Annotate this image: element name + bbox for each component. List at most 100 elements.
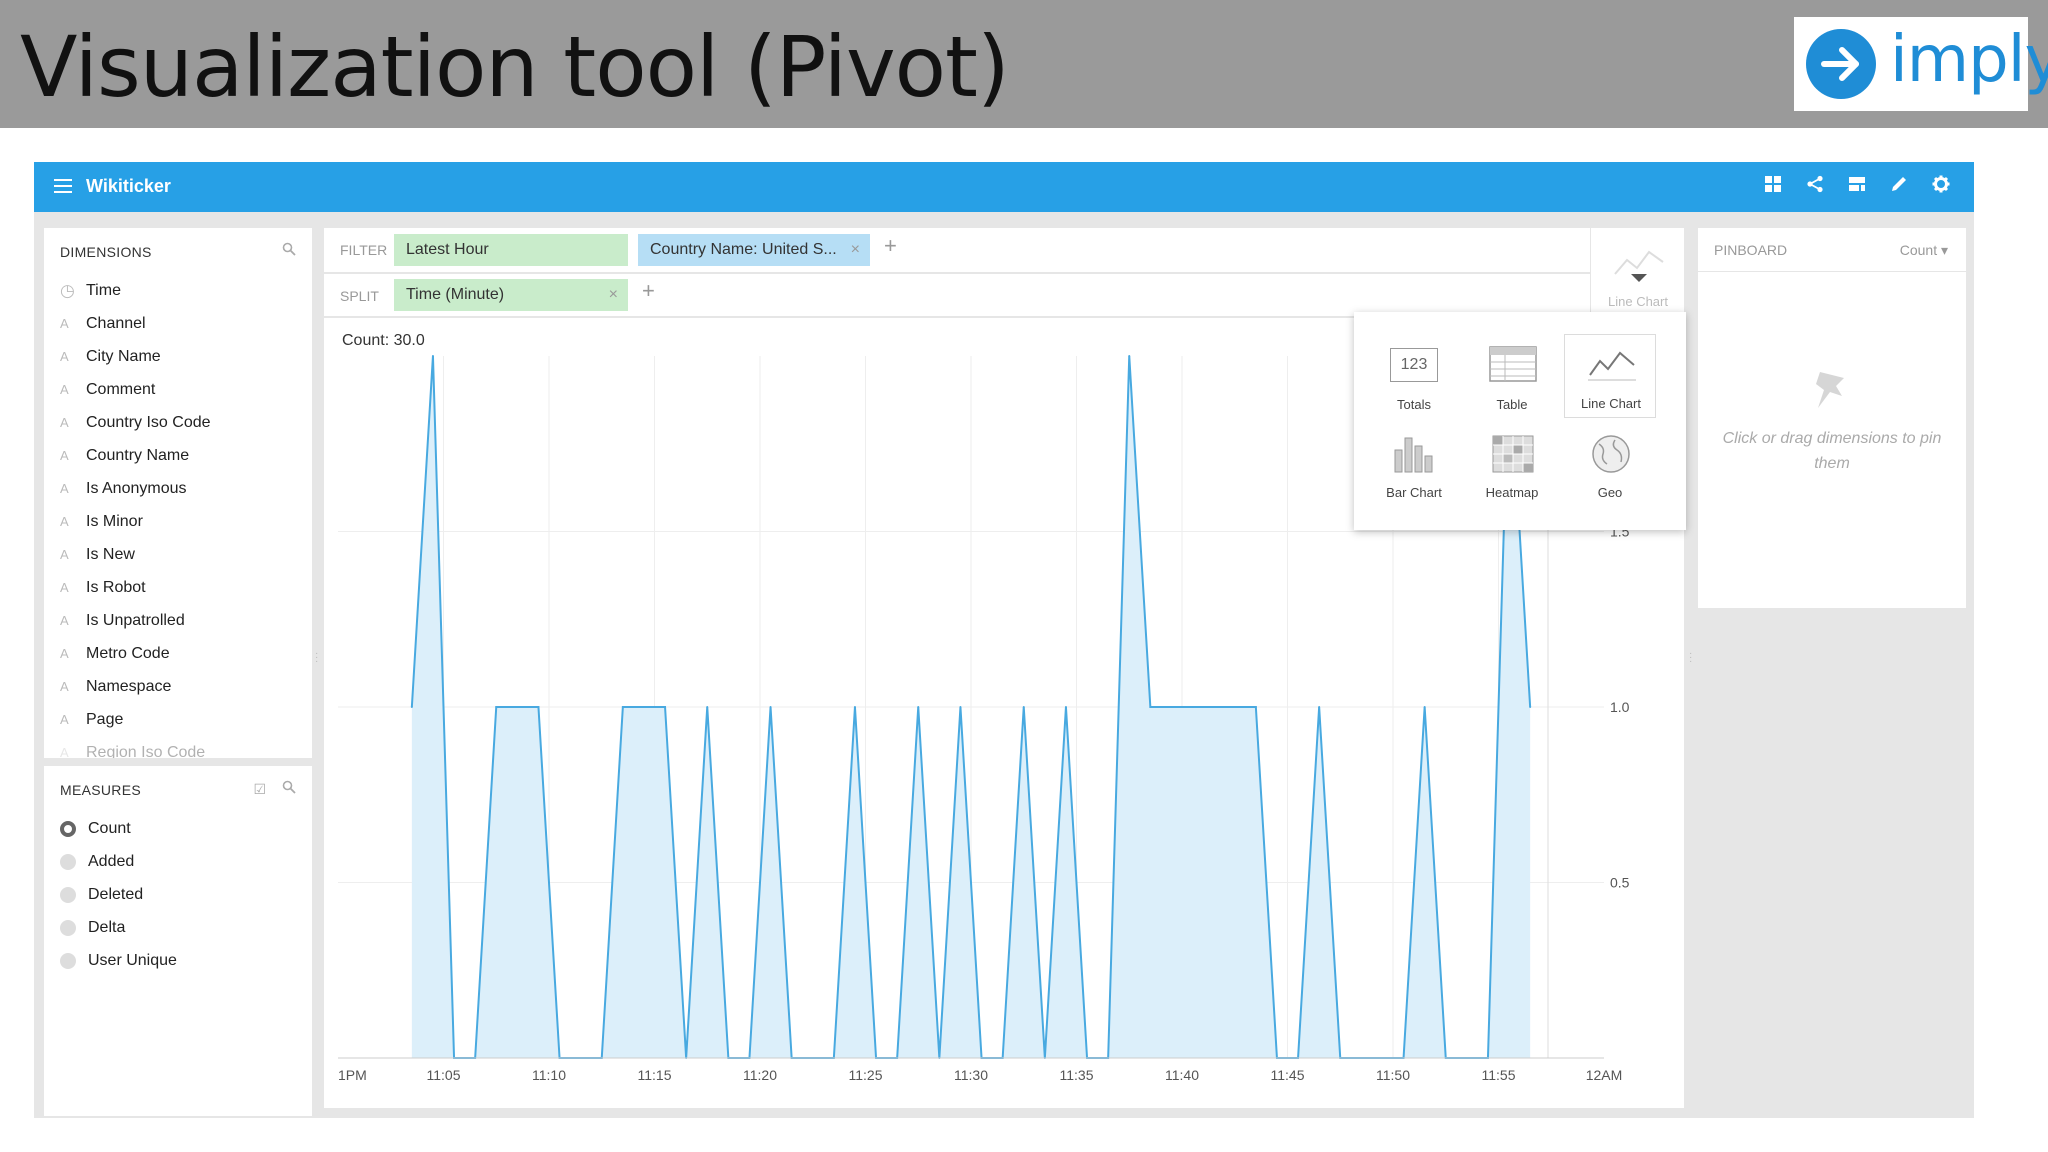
measure-label: Added (88, 852, 135, 870)
string-type-icon: A (60, 679, 69, 694)
slide-header: Visualization tool (Pivot) imply (0, 0, 2048, 128)
data-point (516, 706, 519, 708)
radio-button[interactable] (60, 952, 76, 969)
dimension-item[interactable]: A Channel (60, 307, 211, 340)
data-point (642, 706, 645, 708)
bar-chart-icon (1394, 437, 1433, 473)
data-point (1191, 706, 1194, 708)
clock-icon: ◷ (60, 280, 75, 300)
x-tick-label: 11:15 (638, 1067, 672, 1083)
x-tick-label: 11:40 (1165, 1067, 1199, 1083)
measures-title: MEASURES (60, 782, 141, 798)
radio-button[interactable] (60, 919, 76, 936)
dimension-item[interactable]: A Region Iso Code (60, 736, 211, 759)
pinboard-header: PINBOARD Count ▾ (1698, 228, 1966, 272)
viz-selector[interactable]: Line Chart (1590, 228, 1684, 316)
viz-option-table[interactable]: Table (1466, 334, 1558, 418)
dimension-item[interactable]: A Page (60, 703, 211, 736)
data-point (621, 706, 624, 708)
menu-icon[interactable] (54, 179, 72, 193)
split-pill-time[interactable]: Time (Minute) × (394, 279, 628, 311)
measure-label: User Unique (88, 951, 177, 969)
radio-button[interactable] (60, 886, 76, 903)
grid-icon[interactable] (1762, 175, 1784, 197)
search-icon[interactable] (282, 780, 296, 797)
share-icon[interactable] (1804, 175, 1826, 197)
app-title[interactable]: Wikiticker (86, 176, 171, 196)
totals-icon: 123 (1390, 348, 1438, 382)
dimension-item[interactable]: A Namespace (60, 670, 211, 703)
search-icon[interactable] (282, 242, 296, 259)
topbar-icons (1762, 175, 1952, 197)
viz-option-label: Table (1496, 397, 1528, 412)
viz-option-heatmap[interactable]: Heatmap (1466, 422, 1558, 506)
close-icon[interactable]: × (608, 286, 618, 303)
add-filter-icon[interactable]: + (884, 233, 897, 258)
dimension-item[interactable]: A Comment (60, 373, 211, 406)
dimension-item[interactable]: A Country Iso Code (60, 406, 211, 439)
dimensions-panel: DIMENSIONS ◷ Time A Channel A City Name A Comme… (44, 228, 312, 758)
right-resize-handle[interactable]: · · · (1689, 648, 1693, 667)
y-tick-label: 0.5 (1610, 875, 1630, 891)
string-type-icon: A (60, 448, 69, 463)
dimension-item[interactable]: A Metro Code (60, 637, 211, 670)
dimension-label: Country Name (86, 446, 190, 464)
radio-button[interactable] (60, 853, 76, 870)
slide-title: Visualization tool (Pivot) (20, 18, 1010, 116)
dimension-item[interactable]: A Is Robot (60, 571, 211, 604)
string-type-icon: A (60, 547, 69, 562)
viz-option-label: Bar Chart (1386, 485, 1442, 500)
filter-pill-label: Country Name: United S... (650, 241, 837, 258)
viz-option-label: Totals (1397, 397, 1431, 412)
viz-option-label: Line Chart (1581, 396, 1641, 411)
measure-label: Delta (88, 918, 126, 936)
dimension-item[interactable]: ◷ Time (60, 274, 211, 307)
measure-list: Count Added Deleted Delta User Unique (60, 812, 177, 977)
filter-label: FILTER (340, 242, 388, 258)
layout-icon[interactable] (1846, 175, 1868, 197)
split-label: SPLIT (340, 288, 379, 304)
data-point (431, 355, 434, 357)
viz-option-totals[interactable]: 123 Totals (1368, 334, 1460, 418)
data-point (1318, 706, 1321, 708)
left-resize-handle[interactable]: · · · (315, 648, 319, 667)
dimension-item[interactable]: A Is Anonymous (60, 472, 211, 505)
radio-button[interactable] (60, 820, 76, 837)
viz-option-label: Geo (1597, 485, 1623, 500)
dimension-label: Is Anonymous (86, 479, 187, 497)
measure-item[interactable]: User Unique (60, 944, 177, 977)
topbar: Wikiticker (34, 162, 1974, 212)
filter-pill-latest-hour[interactable]: Latest Hour (394, 234, 628, 266)
filter-pill-country-name[interactable]: Country Name: United S... × (638, 234, 870, 266)
multi-select-icon[interactable]: ☑ (253, 781, 267, 797)
split-pill-label: Time (Minute) (406, 286, 505, 303)
viz-option-bar-chart[interactable]: Bar Chart (1368, 422, 1460, 506)
dimension-item[interactable]: A City Name (60, 340, 211, 373)
data-point (1022, 706, 1025, 708)
viz-option-label: Heatmap (1485, 485, 1539, 500)
gear-icon[interactable] (1930, 175, 1952, 197)
dimension-label: Is Unpatrolled (86, 611, 185, 629)
string-type-icon: A (60, 382, 69, 397)
dimension-item[interactable]: A Is Unpatrolled (60, 604, 211, 637)
measure-item[interactable]: Deleted (60, 878, 177, 911)
dimension-label: Is Minor (86, 512, 143, 530)
viz-option-line-chart[interactable]: Line Chart (1564, 334, 1656, 418)
dimension-item[interactable]: A Country Name (60, 439, 211, 472)
data-point (706, 706, 709, 708)
string-type-icon: A (60, 316, 69, 331)
viz-option-geo[interactable]: Geo (1564, 422, 1656, 506)
edit-icon[interactable] (1888, 175, 1910, 197)
close-icon[interactable]: × (850, 241, 860, 258)
measure-item[interactable]: Added (60, 845, 177, 878)
dimension-item[interactable]: A Is New (60, 538, 211, 571)
measure-item[interactable]: Count (60, 812, 177, 845)
x-tick-label: 1PM (338, 1067, 367, 1083)
filter-pill-label: Latest Hour (406, 241, 489, 258)
string-type-icon: A (60, 349, 69, 364)
pinboard-measure-select[interactable]: Count ▾ (1900, 242, 1948, 259)
dimension-item[interactable]: A Is Minor (60, 505, 211, 538)
measure-item[interactable]: Delta (60, 911, 177, 944)
add-split-icon[interactable]: + (642, 278, 655, 303)
data-point (917, 706, 920, 708)
